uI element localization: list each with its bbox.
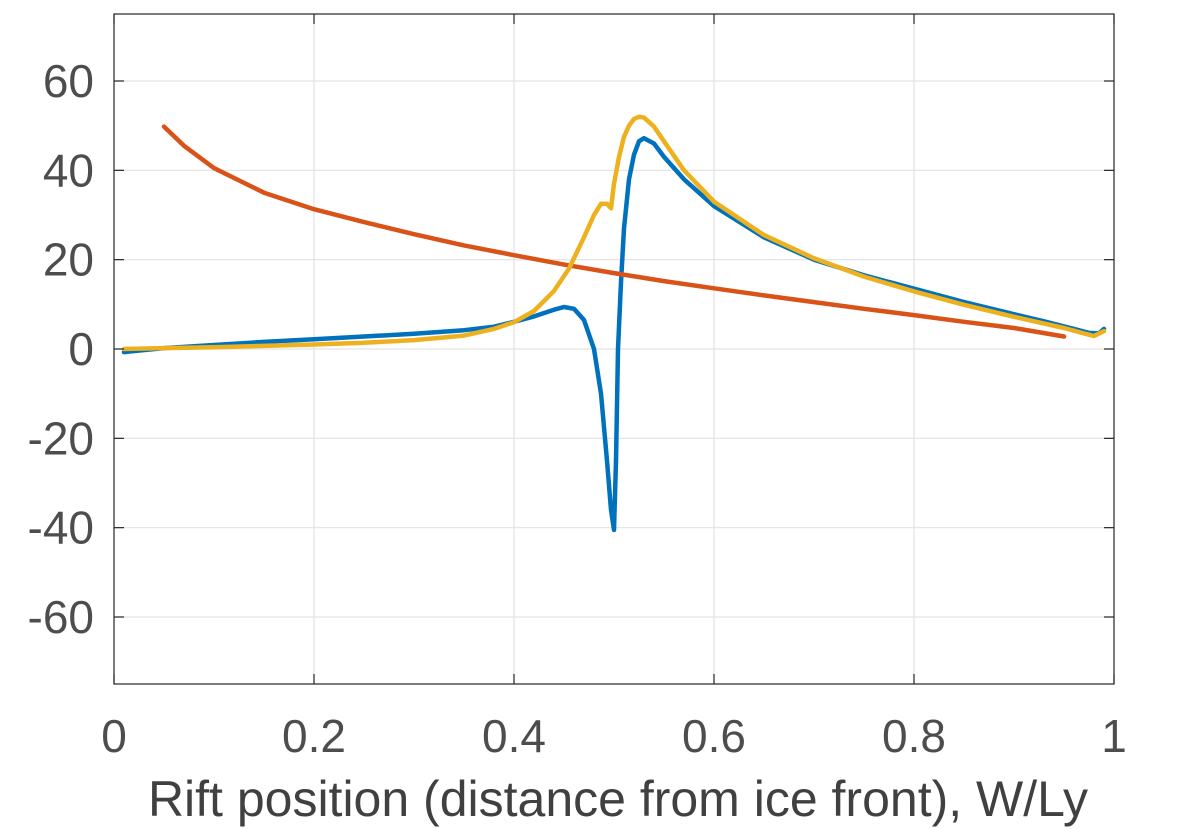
x-tick-label: 1	[1101, 710, 1127, 762]
y-tick-label: -60	[28, 591, 94, 643]
x-tick-label: 0.2	[282, 710, 346, 762]
x-axis-label: Rift position (distance from ice front),…	[148, 771, 1088, 827]
y-tick-label: -40	[28, 502, 94, 554]
x-tick-label: 0.6	[682, 710, 746, 762]
y-tick-labels: 60 40 20 0 -20 -40 -60	[28, 55, 94, 643]
y-tick-label: 20	[43, 234, 94, 286]
x-tick-label: 0.4	[482, 710, 546, 762]
y-tick-label: 60	[43, 55, 94, 107]
y-tick-label: -20	[28, 412, 94, 464]
plot-series	[121, 114, 1107, 533]
y-tick-label: 0	[68, 323, 94, 375]
x-tick-labels: 0 0.2 0.4 0.6 0.8 1	[101, 710, 1127, 762]
y-tick-label: 40	[43, 144, 94, 196]
grid-lines	[114, 14, 1114, 684]
x-tick-label: 0	[101, 710, 127, 762]
tick-marks	[113, 14, 1115, 684]
series-line-3	[121, 114, 1107, 352]
x-tick-label: 0.8	[882, 710, 946, 762]
series-line-1	[121, 135, 1107, 533]
series-line-2	[161, 124, 1067, 339]
